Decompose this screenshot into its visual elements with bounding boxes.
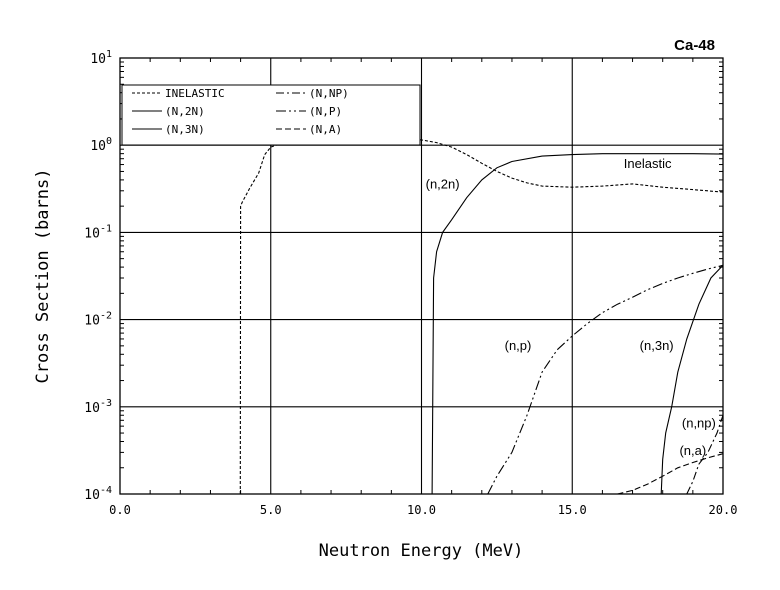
legend-label: (N,NP) <box>309 87 349 100</box>
curve-label: (n,a) <box>679 443 706 458</box>
x-axis-label: Neutron Energy (MeV) <box>319 541 524 561</box>
legend-label: (N,3N) <box>165 123 205 136</box>
series-line-n-p <box>487 264 724 495</box>
series-line-n-a <box>599 453 724 495</box>
x-tick-label: 15.0 <box>558 503 587 517</box>
legend-label: (N,A) <box>309 123 342 136</box>
y-axis-label: Cross Section (barns) <box>33 169 53 384</box>
x-tick-label: 5.0 <box>260 503 282 517</box>
chart-title: Ca-48 <box>674 37 715 54</box>
x-tick-label: 10.0 <box>407 503 436 517</box>
curve-label: (n,p) <box>505 338 532 353</box>
x-tick-label: 0.0 <box>109 503 131 517</box>
series-line-n-3n <box>660 264 724 495</box>
series-line-n-2n <box>427 153 724 495</box>
curve-label: (n,2n) <box>426 176 460 191</box>
series-layer <box>239 137 724 495</box>
legend: INELASTIC (N,2N) (N,3N) (N,NP) (N,P) (N,A) <box>121 84 421 146</box>
legend-box <box>121 84 421 146</box>
x-tick-label: 20.0 <box>709 503 738 517</box>
series-line-n-np <box>686 415 724 495</box>
y-tick-label: 10-4 <box>84 485 112 503</box>
y-tick-label: 10-3 <box>84 398 112 416</box>
curve-label: (n,3n) <box>640 338 674 353</box>
y-tick-label: 100 <box>90 136 112 154</box>
y-tick-label: 101 <box>90 49 112 67</box>
legend-label: (N,2N) <box>165 105 205 118</box>
series-line-inelastic <box>239 137 724 495</box>
grid-lines <box>120 58 723 494</box>
curve-label: Inelastic <box>624 156 672 171</box>
y-tick-label: 10-2 <box>84 311 112 329</box>
curve-label: (n,np) <box>682 415 716 430</box>
legend-label: INELASTIC <box>165 87 225 100</box>
y-tick-labels: 101 100 10-1 10-2 10-3 10-4 <box>84 49 112 503</box>
x-tick-labels: 0.0 5.0 10.0 15.0 20.0 <box>109 503 737 517</box>
curve-annotations: Inelastic (n,2n) (n,p) (n,3n) (n,np) (n,a) <box>426 156 716 458</box>
y-tick-label: 10-1 <box>84 223 112 241</box>
plot-frame <box>119 57 724 495</box>
legend-label: (N,P) <box>309 105 342 118</box>
